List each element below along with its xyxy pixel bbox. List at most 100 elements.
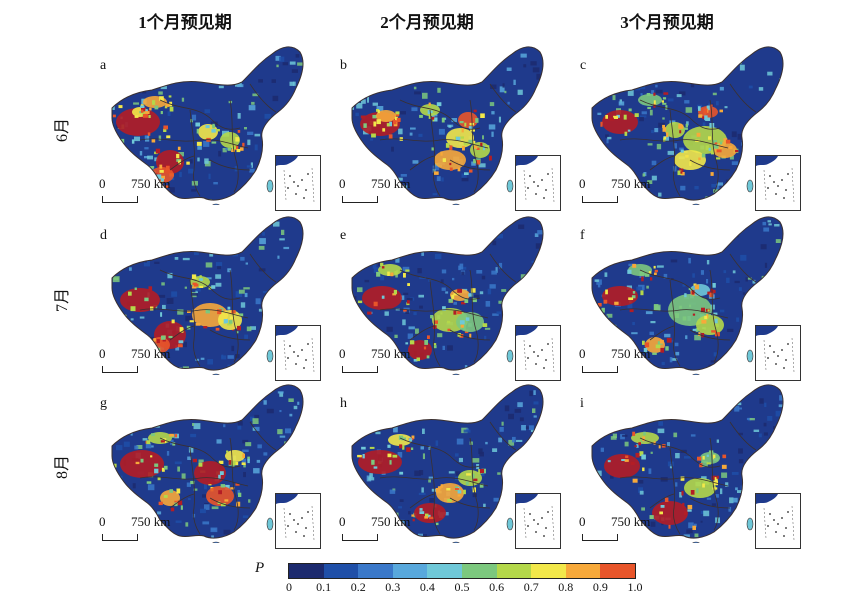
field-speckle — [602, 256, 609, 263]
inset-island — [293, 519, 295, 521]
field-speckle — [616, 233, 624, 236]
field-speckle — [425, 411, 431, 418]
field-speckle — [402, 319, 406, 326]
field-speckle — [440, 60, 446, 65]
field-speckle — [481, 275, 486, 280]
field-speckle — [226, 450, 229, 453]
field-speckle — [695, 328, 699, 332]
field-speckle — [256, 459, 261, 463]
field-speckle — [423, 245, 426, 249]
field-speckle — [707, 291, 712, 295]
field-speckle — [461, 301, 466, 305]
field-speckle — [146, 481, 152, 484]
field-speckle — [669, 74, 677, 79]
field-speckle — [247, 456, 250, 461]
field-speckle — [606, 255, 612, 261]
field-speckle — [254, 534, 259, 538]
field-speckle — [445, 75, 452, 79]
field-speckle — [368, 477, 375, 481]
field-speckle — [239, 313, 244, 317]
field-speckle — [239, 147, 244, 151]
field-speckle — [235, 354, 240, 359]
field-speckle — [365, 165, 371, 170]
legend-tick-label: 0.3 — [385, 580, 401, 594]
field-speckle — [405, 342, 409, 345]
field-speckle — [213, 182, 218, 185]
field-speckle — [661, 100, 664, 103]
field-speckle — [594, 279, 599, 282]
field-speckle — [469, 169, 473, 173]
legend-title: P — [255, 560, 265, 576]
field-speckle — [712, 140, 718, 144]
field-speckle — [387, 391, 390, 395]
province-boundary — [449, 329, 491, 341]
field-speckle — [729, 497, 734, 504]
province-boundary — [169, 493, 195, 509]
field-speckle — [241, 458, 246, 463]
field-speckle — [368, 248, 373, 252]
scale-zero-label: 0 — [99, 346, 106, 361]
field-speckle — [776, 107, 783, 111]
field-speckle — [607, 136, 612, 140]
field-speckle — [719, 86, 724, 91]
field-speckle — [482, 399, 487, 406]
field-speckle — [534, 233, 539, 237]
field-speckle — [780, 144, 783, 149]
legend-tick-label: 0.8 — [558, 580, 574, 594]
field-speckle — [606, 313, 613, 318]
scale-line — [582, 196, 618, 203]
field-speckle — [158, 91, 163, 95]
field-speckle — [646, 285, 649, 289]
field-speckle — [725, 356, 730, 363]
field-speckle — [393, 404, 398, 411]
scale-bar: 0 750 km — [97, 514, 207, 544]
field-speckle — [442, 236, 446, 239]
field-speckle — [664, 497, 669, 502]
field-speckle — [374, 70, 377, 75]
field-speckle — [368, 229, 373, 233]
province-boundary — [189, 109, 201, 197]
legend-tick-label: 0.1 — [316, 580, 332, 594]
field-speckle — [235, 291, 243, 297]
field-speckle — [175, 520, 182, 523]
field-speckle — [237, 325, 241, 331]
field-speckle — [497, 527, 500, 531]
field-speckle — [293, 405, 298, 410]
field-speckle — [244, 292, 248, 298]
field-speckle — [498, 116, 501, 123]
field-speckle — [189, 320, 195, 323]
field-speckle — [508, 162, 515, 167]
field-speckle — [114, 227, 122, 230]
field-speckle — [514, 408, 522, 413]
field-speckle — [710, 150, 714, 155]
field-speckle — [130, 306, 136, 312]
field-speckle — [390, 272, 394, 277]
field-speckle — [147, 132, 151, 136]
field-speckle — [247, 131, 254, 135]
field-speckle — [376, 505, 381, 512]
china-map — [111, 46, 304, 205]
field-speckle — [435, 440, 439, 446]
field-speckle — [277, 314, 281, 318]
field-speckle — [512, 436, 516, 443]
scale-distance-label: 750 km — [611, 514, 651, 529]
scale-zero-label: 0 — [579, 176, 586, 191]
field-speckle — [710, 172, 714, 176]
field-speckle — [429, 498, 434, 503]
field-speckle — [247, 139, 251, 146]
field-speckle — [398, 506, 402, 509]
field-speckle — [217, 265, 221, 270]
field-speckle — [114, 463, 117, 468]
field-speckle — [631, 332, 638, 335]
field-speckle — [759, 398, 764, 404]
field-speckle — [721, 472, 728, 478]
map-panel-june-2-month: b 0 750 km — [325, 30, 570, 211]
scale-distance-label: 750 km — [371, 176, 411, 191]
scale-line — [342, 366, 378, 373]
inset-island — [769, 345, 771, 347]
province-boundary — [399, 99, 481, 130]
field-speckle — [473, 478, 478, 482]
field-speckle — [499, 86, 505, 93]
field-speckle — [150, 227, 154, 231]
field-hotspot — [225, 450, 245, 462]
